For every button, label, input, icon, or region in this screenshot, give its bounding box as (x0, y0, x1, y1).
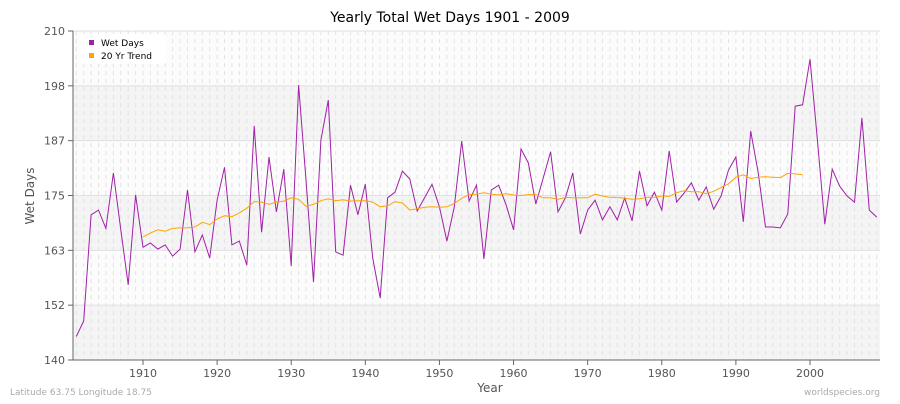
chart-title: Yearly Total Wet Days 1901 - 2009 (329, 10, 570, 26)
location-text: Latitude 63.75 Longitude 18.75 (10, 388, 152, 398)
y-tick-label: 198 (44, 80, 65, 93)
y-tick-label: 187 (44, 135, 65, 148)
y-tick-label: 163 (44, 244, 65, 257)
legend-box (80, 34, 166, 64)
x-tick-label: 1910 (129, 367, 157, 380)
x-tick-label: 1920 (203, 367, 231, 380)
y-axis-label: Wet Days (23, 167, 37, 224)
x-tick-label: 2000 (796, 367, 824, 380)
x-tick-label: 1930 (277, 367, 305, 380)
x-tick-label: 1970 (574, 367, 602, 380)
legend-label-wet-days: Wet Days (101, 39, 144, 49)
x-tick-label: 1980 (648, 367, 676, 380)
legend: Wet Days 20 Yr Trend (80, 34, 166, 64)
legend-swatch-trend (89, 53, 94, 58)
x-tick-label: 1940 (351, 367, 379, 380)
legend-swatch-wet-days (89, 40, 94, 45)
trend-line (142, 172, 803, 238)
y-tick-label: 140 (44, 354, 65, 367)
x-tick-label: 1990 (722, 367, 750, 380)
wet-days-line (75, 59, 878, 337)
x-axis-label: Year (476, 381, 502, 395)
y-tick-label: 152 (44, 299, 65, 312)
source-text: worldspecies.org (804, 388, 880, 398)
x-tick-label: 1950 (425, 367, 453, 380)
y-tick-label: 210 (44, 25, 65, 38)
y-tick-label: 175 (44, 190, 65, 203)
x-tick-label: 1960 (500, 367, 528, 380)
legend-label-trend: 20 Yr Trend (101, 52, 152, 62)
